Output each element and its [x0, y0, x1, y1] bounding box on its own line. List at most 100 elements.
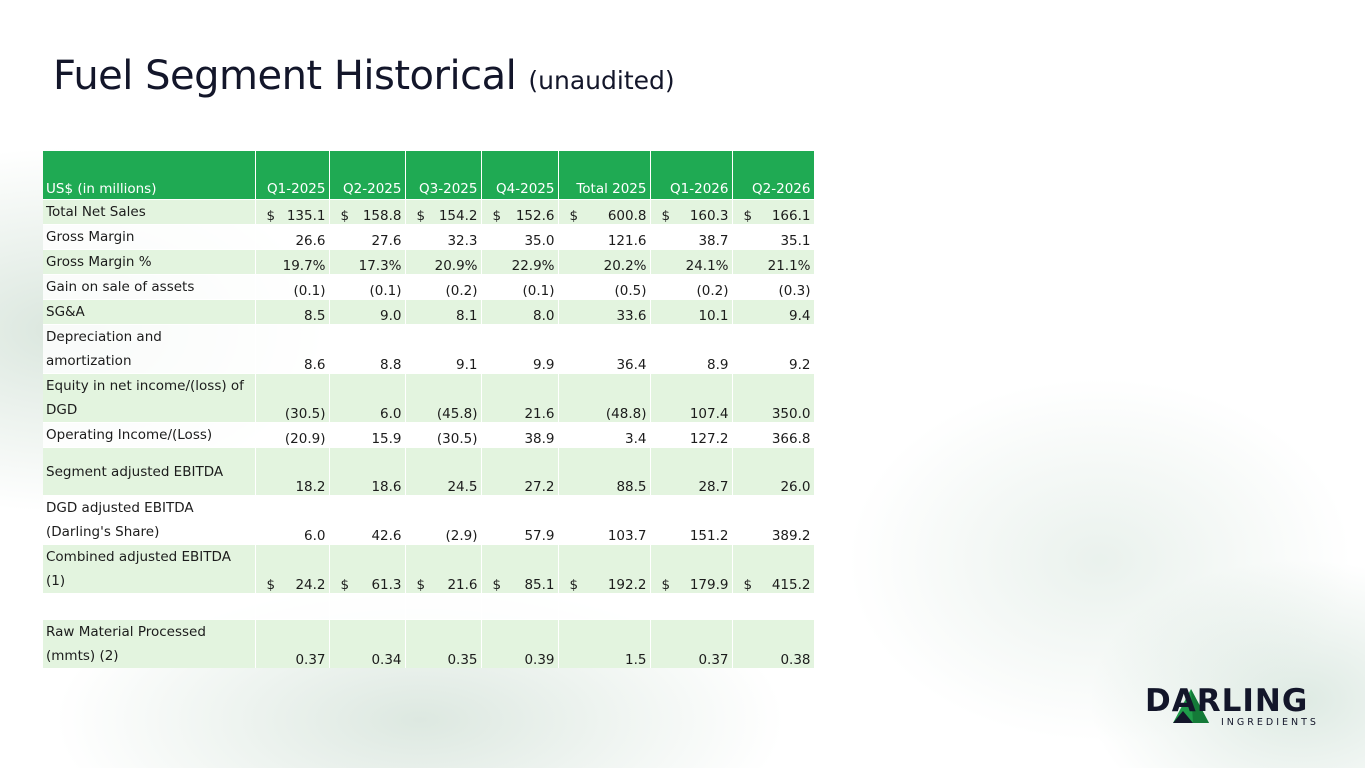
- currency-symbol: $: [743, 208, 753, 224]
- table-cell: 0.37: [650, 619, 733, 668]
- table-cell: 103.7: [558, 495, 651, 545]
- table-row: Gain on sale of assets (0.1) (0.1) (0.2) (0.…: [43, 274, 815, 300]
- table-row: Gross Margin 26.6 27.6 32.3 35.0 121.6 38.7 35.…: [43, 224, 815, 250]
- table-cell: $21.6: [405, 544, 482, 594]
- cell-value: 415.2: [771, 577, 811, 593]
- table-cell: 28.7: [650, 447, 733, 496]
- row-label: Raw Material Processed (mmts) (2): [43, 619, 256, 668]
- fuel-segment-table: US$ (in millions) Q1-2025 Q2-2025 Q3-2025 Q4…: [43, 151, 815, 668]
- table-cell: $135.1: [255, 199, 330, 225]
- table-cell: (30.5): [405, 422, 482, 448]
- currency-symbol: $: [266, 208, 276, 224]
- table-cell: $166.1: [732, 199, 815, 225]
- row-label: SG&A: [43, 299, 256, 325]
- table-cell: 350.0: [732, 373, 815, 423]
- triangle-mountain-icon: [1173, 689, 1209, 723]
- table-header-row: US$ (in millions) Q1-2025 Q2-2025 Q3-2025 Q4…: [43, 151, 815, 200]
- cell-value: 179.9: [689, 577, 729, 593]
- currency-symbol: $: [340, 577, 350, 593]
- table-cell: 10.1: [650, 299, 733, 325]
- table-cell: 26.6: [255, 224, 330, 250]
- table-cell: [732, 593, 815, 620]
- currency-symbol: $: [266, 577, 276, 593]
- slide-title-main: Fuel Segment Historical: [53, 53, 517, 99]
- table-cell: (48.8): [558, 373, 651, 423]
- table-cell: 24.5: [405, 447, 482, 496]
- row-label: Equity in net income/(loss) of DGD: [43, 373, 256, 423]
- table-row: Gross Margin % 19.7% 17.3% 20.9% 22.9% 20.2% 2…: [43, 249, 815, 275]
- table-cell: 9.0: [329, 299, 406, 325]
- row-label: Gross Margin: [43, 224, 256, 250]
- cell-value: 600.8: [607, 208, 647, 224]
- table-cell: [329, 593, 406, 620]
- table-cell: (0.1): [329, 274, 406, 300]
- cell-value: 192.2: [607, 577, 647, 593]
- column-header: Q2-2026: [732, 151, 815, 200]
- table-row: Depreciation and amortization 8.6 8.8 9.1 9.…: [43, 324, 815, 374]
- table-cell: 6.0: [329, 373, 406, 423]
- table-cell: $85.1: [481, 544, 559, 594]
- currency-symbol: $: [743, 577, 753, 593]
- table-cell: 1.5: [558, 619, 651, 668]
- table-row: [43, 593, 815, 620]
- table-cell: 38.9: [481, 422, 559, 448]
- table-cell: $61.3: [329, 544, 406, 594]
- table-cell: 8.8: [329, 324, 406, 374]
- table-body: Total Net Sales $135.1 $158.8 $154.2 $152.6 $…: [43, 199, 815, 668]
- table-cell: 8.9: [650, 324, 733, 374]
- table-cell: 26.0: [732, 447, 815, 496]
- table-cell: 33.6: [558, 299, 651, 325]
- table-cell: $192.2: [558, 544, 651, 594]
- currency-symbol: $: [661, 208, 671, 224]
- table-cell: 9.4: [732, 299, 815, 325]
- table-cell: $24.2: [255, 544, 330, 594]
- table-cell: 27.2: [481, 447, 559, 496]
- table-row: Equity in net income/(loss) of DGD (30.5)…: [43, 373, 815, 423]
- table-cell: $600.8: [558, 199, 651, 225]
- table-cell: 8.0: [481, 299, 559, 325]
- table-cell: $160.3: [650, 199, 733, 225]
- table-row: SG&A 8.5 9.0 8.1 8.0 33.6 10.1 9.4: [43, 299, 815, 325]
- table-cell: 35.0: [481, 224, 559, 250]
- table-cell: [481, 593, 559, 620]
- table-cell: 9.1: [405, 324, 482, 374]
- table-cell: [255, 593, 330, 620]
- table-cell: (0.1): [481, 274, 559, 300]
- table-cell: 366.8: [732, 422, 815, 448]
- table-cell: [650, 593, 733, 620]
- table-cell: 3.4: [558, 422, 651, 448]
- table-cell: $158.8: [329, 199, 406, 225]
- table-cell: (0.2): [650, 274, 733, 300]
- currency-symbol: $: [340, 208, 350, 224]
- cell-value: 166.1: [771, 208, 811, 224]
- currency-symbol: $: [492, 208, 502, 224]
- table-cell: $152.6: [481, 199, 559, 225]
- currency-symbol: $: [492, 577, 502, 593]
- table-cell: (0.5): [558, 274, 651, 300]
- table-cell: (0.1): [255, 274, 330, 300]
- table-cell: 57.9: [481, 495, 559, 545]
- row-label: Gain on sale of assets: [43, 274, 256, 300]
- table-cell: 88.5: [558, 447, 651, 496]
- table-cell: 32.3: [405, 224, 482, 250]
- table-cell: (20.9): [255, 422, 330, 448]
- slide-title-sub: (unaudited): [528, 66, 675, 95]
- table-cell: (30.5): [255, 373, 330, 423]
- column-header: Q1-2026: [650, 151, 733, 200]
- table-cell: 9.2: [732, 324, 815, 374]
- currency-symbol: $: [661, 577, 671, 593]
- cell-value: 158.8: [362, 208, 402, 224]
- row-label: Depreciation and amortization: [43, 324, 256, 374]
- table-row: Operating Income/(Loss) (20.9) 15.9 (30.5) 3…: [43, 422, 815, 448]
- cell-value: 21.6: [447, 577, 478, 593]
- row-label: Operating Income/(Loss): [43, 422, 256, 448]
- cell-value: 135.1: [286, 208, 326, 224]
- darling-ingredients-logo: DARLING INGREDIENTS: [1145, 684, 1320, 732]
- table-cell: 27.6: [329, 224, 406, 250]
- table-cell: 35.1: [732, 224, 815, 250]
- table-cell: (45.8): [405, 373, 482, 423]
- column-header: Total 2025: [558, 151, 651, 200]
- cell-value: 61.3: [371, 577, 402, 593]
- table-cell: [405, 593, 482, 620]
- column-header: Q4-2025: [481, 151, 559, 200]
